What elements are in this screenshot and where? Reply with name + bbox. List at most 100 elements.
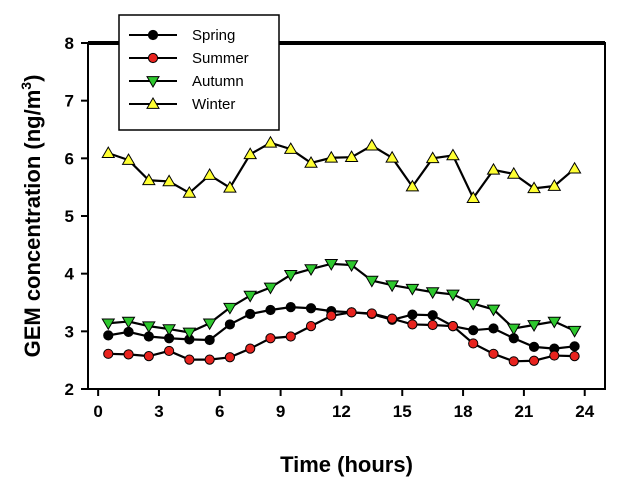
legend-marker-spring	[147, 29, 159, 41]
data-point-autumn	[486, 304, 501, 317]
legend-marker-summer	[147, 52, 159, 64]
legend: Spring Summer Autumn Winter	[118, 14, 280, 131]
x-tick-label: 21	[514, 402, 533, 421]
x-tick-label: 0	[93, 402, 102, 421]
data-point-winter	[121, 153, 136, 165]
legend-label-autumn: Autumn	[192, 73, 244, 90]
data-point-spring	[427, 310, 438, 321]
series-layer	[101, 135, 582, 367]
series-line-winter	[107, 141, 576, 201]
data-point-autumn	[263, 282, 278, 295]
x-tick-label: 12	[332, 402, 351, 421]
data-point-autumn	[141, 321, 156, 334]
data-point-summer	[163, 345, 175, 357]
data-point-autumn	[364, 275, 379, 288]
y-tick-label: 3	[65, 322, 74, 341]
legend-marker-autumn	[146, 76, 160, 88]
data-point-winter	[385, 150, 399, 163]
data-point-winter	[324, 150, 339, 163]
data-point-summer	[184, 354, 195, 365]
series-autumn	[101, 259, 582, 340]
y-tick-label: 5	[65, 207, 74, 226]
data-point-summer	[569, 351, 580, 362]
data-point-winter	[425, 151, 440, 164]
data-point-winter	[446, 148, 460, 161]
data-point-summer	[103, 348, 114, 359]
series-spring	[103, 302, 580, 354]
data-point-winter	[466, 191, 481, 203]
series-summer	[103, 307, 580, 367]
data-point-winter	[182, 185, 197, 198]
data-point-autumn	[243, 290, 258, 303]
data-point-autumn	[283, 270, 298, 282]
data-point-winter	[527, 181, 541, 194]
y-axis-title-superscript: 3	[18, 82, 34, 90]
data-point-autumn	[121, 316, 136, 329]
x-axis-title: Time (hours)	[280, 452, 413, 477]
data-point-autumn	[304, 264, 318, 277]
data-point-winter	[405, 179, 420, 192]
data-point-summer	[508, 356, 519, 367]
data-point-autumn	[182, 327, 197, 340]
data-point-winter	[141, 173, 156, 186]
data-point-winter	[506, 166, 521, 179]
legend-marker-winter	[146, 97, 160, 109]
data-point-summer	[204, 354, 215, 365]
data-point-summer	[143, 351, 154, 362]
data-point-autumn	[223, 302, 237, 315]
legend-label-winter: Winter	[192, 96, 235, 113]
data-point-summer	[427, 319, 438, 331]
data-point-spring	[569, 341, 580, 352]
data-point-spring	[265, 304, 276, 316]
data-point-summer	[407, 319, 418, 330]
data-point-autumn	[324, 259, 339, 271]
data-point-autumn	[101, 318, 116, 331]
y-axis-title-tail: )	[20, 75, 45, 82]
data-point-summer	[224, 352, 236, 363]
data-point-winter	[223, 180, 237, 193]
data-point-autumn	[446, 289, 460, 302]
data-point-autumn	[385, 280, 399, 293]
data-point-autumn	[425, 287, 440, 300]
data-point-spring	[488, 323, 499, 334]
y-axis-title-main: GEM concentration (ng/m	[20, 90, 45, 358]
y-tick-label: 6	[65, 149, 74, 168]
x-tick-label: 9	[276, 402, 285, 421]
data-point-spring	[468, 325, 479, 336]
data-point-summer	[387, 313, 398, 324]
data-point-summer	[549, 350, 560, 361]
data-point-spring	[123, 326, 134, 338]
series-line-autumn	[108, 262, 576, 334]
data-point-spring	[407, 309, 418, 320]
legend-label-spring: Spring	[192, 27, 235, 44]
data-point-spring	[224, 319, 236, 330]
data-point-autumn	[344, 260, 359, 273]
x-tick-label: 3	[154, 402, 163, 421]
data-point-spring	[204, 334, 215, 346]
y-axis-title: GEM concentration (ng/m3)	[18, 75, 45, 358]
data-point-autumn	[466, 298, 481, 311]
axis-layer: 0 3 6 9 12 15 18 21 24 2 3 4 5 6 7 8	[65, 34, 595, 421]
data-point-summer	[447, 321, 459, 332]
data-point-winter	[283, 142, 298, 154]
data-point-autumn	[405, 283, 420, 296]
data-point-autumn	[547, 316, 562, 329]
data-point-summer	[488, 348, 499, 359]
data-point-winter	[101, 146, 116, 158]
y-tick-label: 2	[65, 380, 74, 399]
data-point-winter	[243, 147, 258, 160]
data-point-winter	[344, 150, 359, 162]
data-point-summer	[265, 333, 276, 344]
data-point-winter	[162, 174, 176, 187]
data-point-summer	[245, 343, 256, 354]
data-point-spring	[143, 331, 154, 342]
data-point-summer	[346, 307, 357, 318]
data-point-summer	[285, 331, 296, 342]
data-point-autumn	[506, 323, 521, 336]
series-winter	[101, 135, 582, 203]
data-point-summer	[528, 355, 540, 366]
data-point-winter	[547, 179, 562, 191]
x-tick-label: 18	[454, 402, 473, 421]
data-point-spring	[285, 302, 296, 313]
